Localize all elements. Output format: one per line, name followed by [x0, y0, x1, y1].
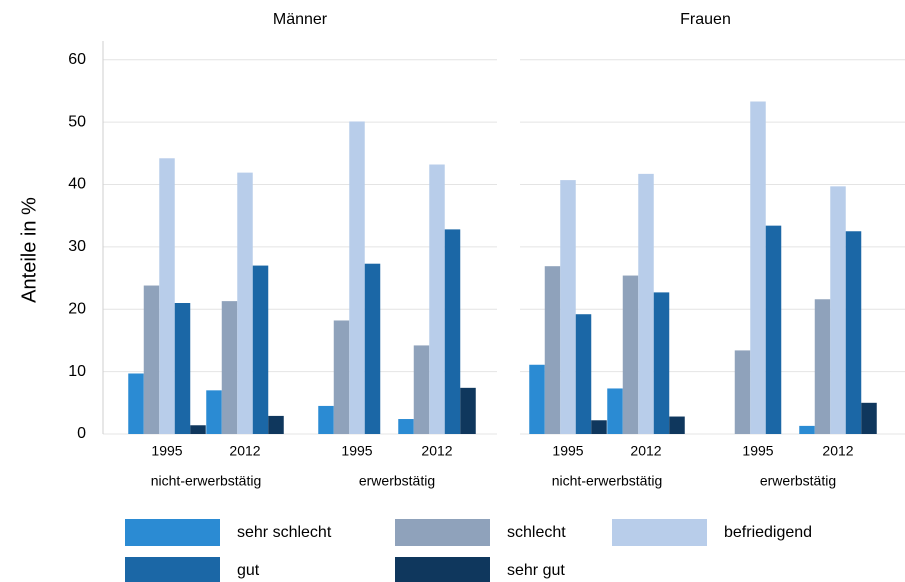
x-tick-label: 2012: [229, 443, 260, 459]
bar: [460, 387, 476, 434]
group-label: nicht-erwerbstätig: [552, 473, 663, 489]
bar: [429, 164, 445, 434]
bar: [237, 172, 253, 434]
legend-swatch: [125, 519, 220, 546]
bar: [413, 345, 430, 434]
bar: [575, 314, 592, 434]
bar: [174, 303, 191, 434]
bar: [268, 415, 284, 434]
bar: [190, 425, 206, 434]
x-tick-label: 1995: [742, 443, 773, 459]
bar: [143, 285, 160, 434]
legend-label: gut: [237, 562, 260, 579]
bar: [799, 425, 815, 434]
bar: [830, 186, 846, 434]
bar: [750, 101, 766, 434]
bar: [398, 419, 414, 434]
x-tick-label: 2012: [630, 443, 661, 459]
x-tick-label: 2012: [421, 443, 452, 459]
bar: [765, 225, 782, 434]
x-tick-label: 1995: [151, 443, 182, 459]
bar: [128, 373, 144, 434]
group-label: erwerbstätig: [760, 473, 836, 489]
bar: [560, 180, 576, 434]
y-tick-label: 50: [68, 113, 86, 130]
bar: [221, 301, 238, 434]
bar: [622, 275, 639, 434]
legend-swatch: [612, 519, 707, 546]
bar: [734, 350, 751, 434]
y-axis-label: Anteile in %: [18, 197, 40, 303]
bar: [607, 388, 623, 434]
y-tick-label: 10: [68, 363, 86, 380]
bar: [861, 402, 877, 434]
bar: [814, 299, 831, 434]
legend-swatch: [395, 519, 490, 546]
panel-title: Frauen: [680, 11, 731, 28]
bar: [529, 364, 545, 434]
legend-swatch: [395, 557, 490, 582]
x-tick-label: 1995: [552, 443, 583, 459]
bar: [591, 420, 607, 434]
legend-label: sehr schlecht: [237, 524, 332, 541]
y-tick-label: 40: [68, 176, 86, 193]
group-label: erwerbstätig: [359, 473, 435, 489]
bar: [349, 121, 365, 434]
bar: [444, 229, 461, 434]
legend-swatch: [125, 557, 220, 582]
bar: [845, 231, 862, 434]
bar: [364, 263, 381, 434]
x-tick-label: 2012: [822, 443, 853, 459]
bar: [653, 292, 670, 434]
bar: [318, 405, 334, 434]
bar: [638, 173, 654, 434]
bar: [333, 320, 350, 434]
group-label: nicht-erwerbstätig: [151, 473, 262, 489]
bar: [159, 158, 175, 434]
bar: [669, 416, 685, 434]
y-tick-label: 30: [68, 238, 86, 255]
panel-title: Männer: [273, 11, 328, 28]
bar: [252, 265, 269, 434]
bar: [544, 266, 561, 434]
y-tick-label: 20: [68, 300, 86, 317]
bar: [206, 390, 222, 434]
legend-label: schlecht: [507, 524, 566, 541]
legend-label: sehr gut: [507, 562, 565, 579]
legend-label: befriedigend: [724, 524, 812, 541]
x-tick-label: 1995: [341, 443, 372, 459]
y-tick-label: 0: [77, 425, 86, 442]
y-tick-label: 60: [68, 51, 86, 68]
